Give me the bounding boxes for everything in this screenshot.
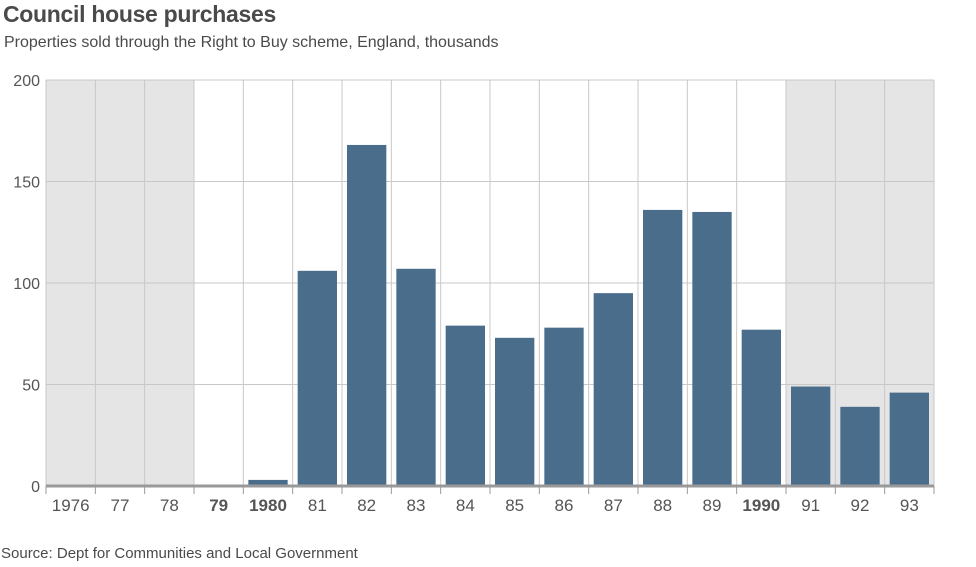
x-tick-label-1976: 1976 [52,496,90,515]
x-tick-label-78: 78 [160,496,179,515]
y-tick-label-0: 0 [31,479,40,496]
x-tick-label-83: 83 [407,496,426,515]
bar-1990 [741,329,781,486]
bar-93 [889,392,929,486]
axes: 0 50 100 150 200 1976 77 78 79 1980 81 82 83 84 85 86 87… [13,73,935,515]
x-tick-label-91: 91 [801,496,820,515]
x-tick-label-79: 79 [209,496,228,515]
bar-83 [396,268,436,486]
x-tick-label-82: 82 [357,496,376,515]
x-tick-label-81: 81 [308,496,327,515]
x-tick-label-92: 92 [851,496,870,515]
bar-88 [643,209,683,487]
x-tick-label-77: 77 [111,496,130,515]
x-tick-label-85: 85 [505,496,524,515]
y-tick-label-100: 100 [13,276,40,293]
chart-title: Council house purchases [3,1,276,27]
bar-92 [840,406,880,486]
x-tick-label-1980: 1980 [249,496,287,515]
x-tick-label-87: 87 [604,496,623,515]
bar-82 [347,144,387,486]
x-tick-label-86: 86 [555,496,574,515]
chart-subtitle: Properties sold through the Right to Buy… [4,34,499,51]
bar-91 [791,386,831,486]
x-tick-label-93: 93 [900,496,919,515]
x-tick-label-1990: 1990 [742,496,780,515]
bar-85 [495,337,535,486]
y-tick-label-200: 200 [13,73,40,90]
source-note: Source: Dept for Communities and Local G… [1,545,358,562]
bar-81 [297,270,337,486]
bar-84 [445,325,485,486]
bars [248,144,929,487]
bar-86 [544,327,584,486]
y-tick-label-150: 150 [13,175,40,192]
x-tick-label-88: 88 [653,496,672,515]
x-tick-label-89: 89 [703,496,722,515]
bar-87 [593,293,633,486]
x-tick-label-84: 84 [456,496,475,515]
gridlines [45,79,935,486]
bar-89 [692,211,732,486]
y-tick-label-50: 50 [22,378,40,395]
bar-1980 [248,479,288,486]
